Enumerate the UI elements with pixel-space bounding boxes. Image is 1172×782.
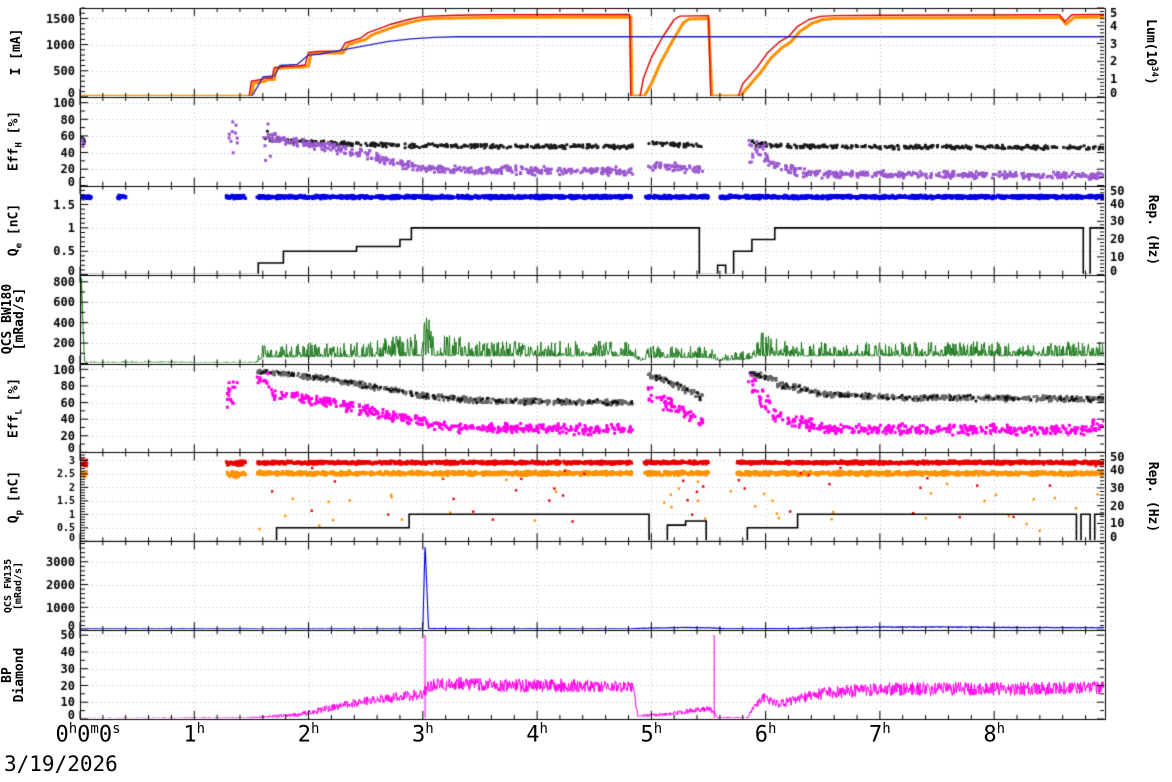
date-label: 3/19/2026 (4, 752, 118, 776)
